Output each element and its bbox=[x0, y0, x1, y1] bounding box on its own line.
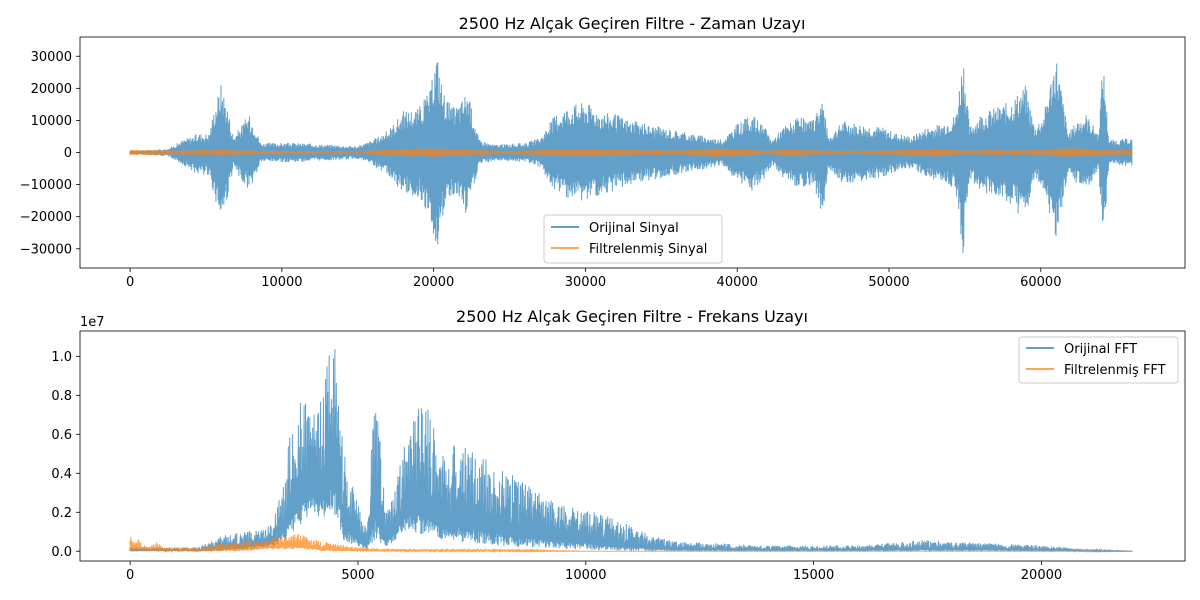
legend: Orijinal FFT Filtrelenmiş FFT bbox=[1018, 336, 1179, 384]
y-axis: 0.0 0.2 0.4 0.6 0.8 1.0 bbox=[51, 350, 80, 560]
y-tick-label: 0.2 bbox=[51, 506, 72, 521]
series-line-filtered bbox=[129, 534, 1133, 554]
plot-area bbox=[80, 331, 1185, 561]
legend-label-original: Orijinal FFT bbox=[1064, 342, 1137, 357]
x-tick-label: 40000 bbox=[717, 275, 758, 290]
series-layer bbox=[129, 62, 1133, 254]
chart-title: 2500 Hz Alçak Geçiren Filtre - Frekans U… bbox=[456, 307, 808, 326]
legend: Orijinal Sinyal Filtrelenmiş Sinyal bbox=[543, 214, 723, 264]
x-tick-label: 60000 bbox=[1020, 275, 1061, 290]
y-axis: −30000 −20000 −10000 0 10000 20000 30000 bbox=[20, 50, 80, 257]
legend-box bbox=[1018, 336, 1179, 384]
y-tick-label: −20000 bbox=[20, 210, 72, 225]
legend-label-filtered: Filtrelenmiş Sinyal bbox=[589, 242, 707, 257]
series-line-filtered bbox=[129, 147, 1133, 158]
y-tick-label: −10000 bbox=[20, 178, 72, 193]
x-tick-label: 20000 bbox=[1021, 568, 1062, 583]
plot-frame bbox=[79, 330, 1186, 562]
series-line-original bbox=[129, 62, 1133, 254]
x-tick-label: 50000 bbox=[868, 275, 909, 290]
y-tick-label: 0 bbox=[64, 146, 72, 161]
series-line-original bbox=[129, 349, 1133, 554]
y-tick-label: 10000 bbox=[31, 114, 72, 129]
x-tick-label: 0 bbox=[126, 275, 134, 290]
y-tick-label: −30000 bbox=[20, 242, 72, 257]
legend-box bbox=[543, 214, 723, 264]
x-axis: 0 10000 20000 30000 40000 50000 60000 bbox=[126, 268, 1061, 290]
x-tick-label: 15000 bbox=[793, 568, 834, 583]
series-layer bbox=[129, 349, 1133, 554]
x-axis: 0 5000 10000 15000 20000 bbox=[126, 561, 1062, 583]
y-tick-label: 0.6 bbox=[51, 428, 72, 443]
x-tick-label: 10000 bbox=[261, 275, 302, 290]
y-tick-label: 20000 bbox=[31, 82, 72, 97]
time-domain-chart: 2500 Hz Alçak Geçiren Filtre - Zaman Uza… bbox=[20, 14, 1186, 290]
x-tick-label: 10000 bbox=[565, 568, 606, 583]
y-tick-label: 0.4 bbox=[51, 467, 72, 482]
legend-label-filtered: Filtrelenmiş FFT bbox=[1064, 363, 1166, 378]
y-tick-label: 30000 bbox=[31, 50, 72, 65]
y-tick-label: 0.8 bbox=[51, 389, 72, 404]
legend-label-original: Orijinal Sinyal bbox=[589, 221, 679, 236]
x-tick-label: 20000 bbox=[413, 275, 454, 290]
frequency-domain-chart: 2500 Hz Alçak Geçiren Filtre - Frekans U… bbox=[51, 307, 1186, 583]
x-tick-label: 30000 bbox=[565, 275, 606, 290]
y-tick-label: 1.0 bbox=[51, 350, 72, 365]
chart-title: 2500 Hz Alçak Geçiren Filtre - Zaman Uza… bbox=[459, 14, 806, 33]
x-tick-label: 5000 bbox=[341, 568, 374, 583]
y-tick-label: 0.0 bbox=[51, 545, 72, 560]
y-offset-text: 1e7 bbox=[80, 315, 105, 330]
x-tick-label: 0 bbox=[126, 568, 134, 583]
